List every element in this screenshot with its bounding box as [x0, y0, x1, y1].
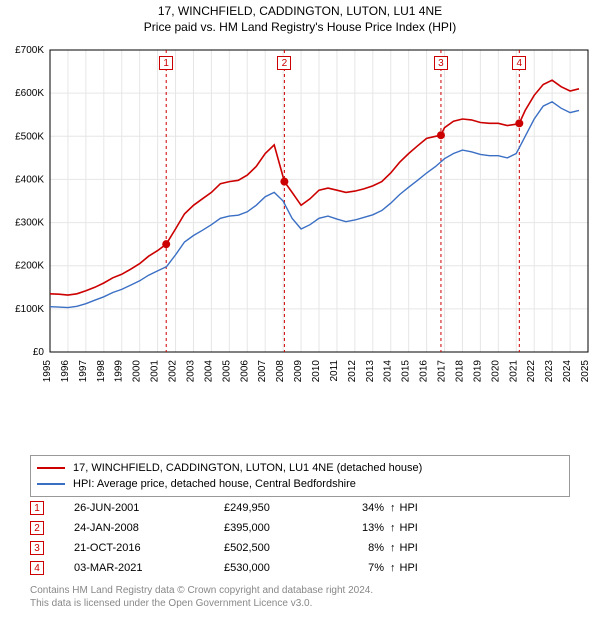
table-row: 2 24-JAN-2008 £395,000 13% ↑ HPI: [30, 518, 570, 538]
svg-text:1998: 1998: [96, 360, 107, 383]
svg-text:2013: 2013: [365, 360, 376, 383]
svg-text:£100K: £100K: [15, 304, 44, 315]
svg-text:2010: 2010: [311, 360, 322, 383]
sale-index-badge: 3: [30, 541, 44, 555]
svg-text:2023: 2023: [544, 360, 555, 383]
sale-price: £249,950: [224, 502, 334, 514]
sale-date: 21-OCT-2016: [74, 542, 224, 554]
svg-text:2015: 2015: [401, 360, 412, 383]
legend-swatch: [37, 483, 65, 485]
sale-pct: 34%: [334, 502, 384, 514]
table-row: 1 26-JUN-2001 £249,950 34% ↑ HPI: [30, 498, 570, 518]
svg-text:2009: 2009: [293, 360, 304, 383]
sale-hpi-label: HPI: [400, 502, 418, 514]
svg-text:2008: 2008: [275, 360, 286, 383]
svg-text:2025: 2025: [580, 360, 591, 383]
sale-marker-badge: 4: [512, 56, 526, 70]
svg-text:2005: 2005: [221, 360, 232, 383]
arrow-up-icon: ↑: [390, 522, 396, 534]
legend-swatch: [37, 467, 65, 469]
svg-text:1995: 1995: [42, 360, 53, 383]
sale-date: 26-JUN-2001: [74, 502, 224, 514]
svg-text:2019: 2019: [472, 360, 483, 383]
table-row: 3 21-OCT-2016 £502,500 8% ↑ HPI: [30, 538, 570, 558]
legend: 17, WINCHFIELD, CADDINGTON, LUTON, LU1 4…: [30, 455, 570, 497]
svg-text:£300K: £300K: [15, 218, 44, 229]
title-block: 17, WINCHFIELD, CADDINGTON, LUTON, LU1 4…: [0, 0, 600, 34]
sale-price: £530,000: [224, 562, 334, 574]
chart-svg: £0 £100K £200K £300K £400K £500K £600K £700K 199…: [6, 44, 594, 414]
sale-index-badge: 1: [30, 501, 44, 515]
sale-index-badge: 4: [30, 561, 44, 575]
sale-marker-badge: 3: [434, 56, 448, 70]
legend-label: 17, WINCHFIELD, CADDINGTON, LUTON, LU1 4…: [73, 462, 422, 474]
svg-text:2020: 2020: [490, 360, 501, 383]
svg-text:£600K: £600K: [15, 88, 44, 99]
sale-price: £395,000: [224, 522, 334, 534]
svg-text:2007: 2007: [257, 360, 268, 383]
sale-pct: 8%: [334, 542, 384, 554]
table-row: 4 03-MAR-2021 £530,000 7% ↑ HPI: [30, 558, 570, 578]
sale-pct: 7%: [334, 562, 384, 574]
footer-line: Contains HM Land Registry data © Crown c…: [30, 584, 570, 597]
footer-line: This data is licensed under the Open Gov…: [30, 597, 570, 610]
svg-text:£0: £0: [33, 347, 45, 358]
chart: £0 £100K £200K £300K £400K £500K £600K £700K 199…: [6, 44, 594, 414]
sales-table: 1 26-JUN-2001 £249,950 34% ↑ HPI 2 24-JA…: [30, 498, 570, 578]
sale-hpi-label: HPI: [400, 542, 418, 554]
svg-text:2006: 2006: [239, 360, 250, 383]
svg-text:2021: 2021: [508, 360, 519, 383]
sale-hpi-label: HPI: [400, 522, 418, 534]
legend-row: HPI: Average price, detached house, Cent…: [37, 476, 563, 492]
sale-hpi-label: HPI: [400, 562, 418, 574]
svg-text:£400K: £400K: [15, 174, 44, 185]
sale-pct: 13%: [334, 522, 384, 534]
sale-date: 03-MAR-2021: [74, 562, 224, 574]
footer: Contains HM Land Registry data © Crown c…: [30, 584, 570, 610]
svg-text:2022: 2022: [526, 360, 537, 383]
svg-text:2024: 2024: [562, 360, 573, 383]
svg-text:1999: 1999: [114, 360, 125, 383]
svg-text:£200K: £200K: [15, 261, 44, 272]
svg-text:£500K: £500K: [15, 131, 44, 142]
svg-text:2001: 2001: [150, 360, 161, 383]
svg-text:1997: 1997: [78, 360, 89, 383]
arrow-up-icon: ↑: [390, 502, 396, 514]
svg-text:2016: 2016: [419, 360, 430, 383]
svg-text:2018: 2018: [454, 360, 465, 383]
svg-text:2003: 2003: [185, 360, 196, 383]
svg-text:£700K: £700K: [15, 45, 44, 56]
sale-date: 24-JAN-2008: [74, 522, 224, 534]
svg-text:2011: 2011: [329, 360, 340, 382]
svg-text:2000: 2000: [132, 360, 143, 383]
legend-row: 17, WINCHFIELD, CADDINGTON, LUTON, LU1 4…: [37, 460, 563, 476]
arrow-up-icon: ↑: [390, 562, 396, 574]
title-address: 17, WINCHFIELD, CADDINGTON, LUTON, LU1 4…: [0, 4, 600, 18]
svg-text:2002: 2002: [168, 360, 179, 383]
svg-text:2014: 2014: [383, 360, 394, 383]
legend-label: HPI: Average price, detached house, Cent…: [73, 478, 356, 490]
sale-marker-badge: 1: [159, 56, 173, 70]
sale-marker-badge: 2: [277, 56, 291, 70]
svg-text:2004: 2004: [203, 360, 214, 383]
svg-text:2012: 2012: [347, 360, 358, 383]
title-subtitle: Price paid vs. HM Land Registry's House …: [0, 20, 600, 34]
svg-text:1996: 1996: [60, 360, 71, 383]
svg-text:2017: 2017: [437, 360, 448, 383]
sale-index-badge: 2: [30, 521, 44, 535]
arrow-up-icon: ↑: [390, 542, 396, 554]
sale-price: £502,500: [224, 542, 334, 554]
page-root: 17, WINCHFIELD, CADDINGTON, LUTON, LU1 4…: [0, 0, 600, 620]
